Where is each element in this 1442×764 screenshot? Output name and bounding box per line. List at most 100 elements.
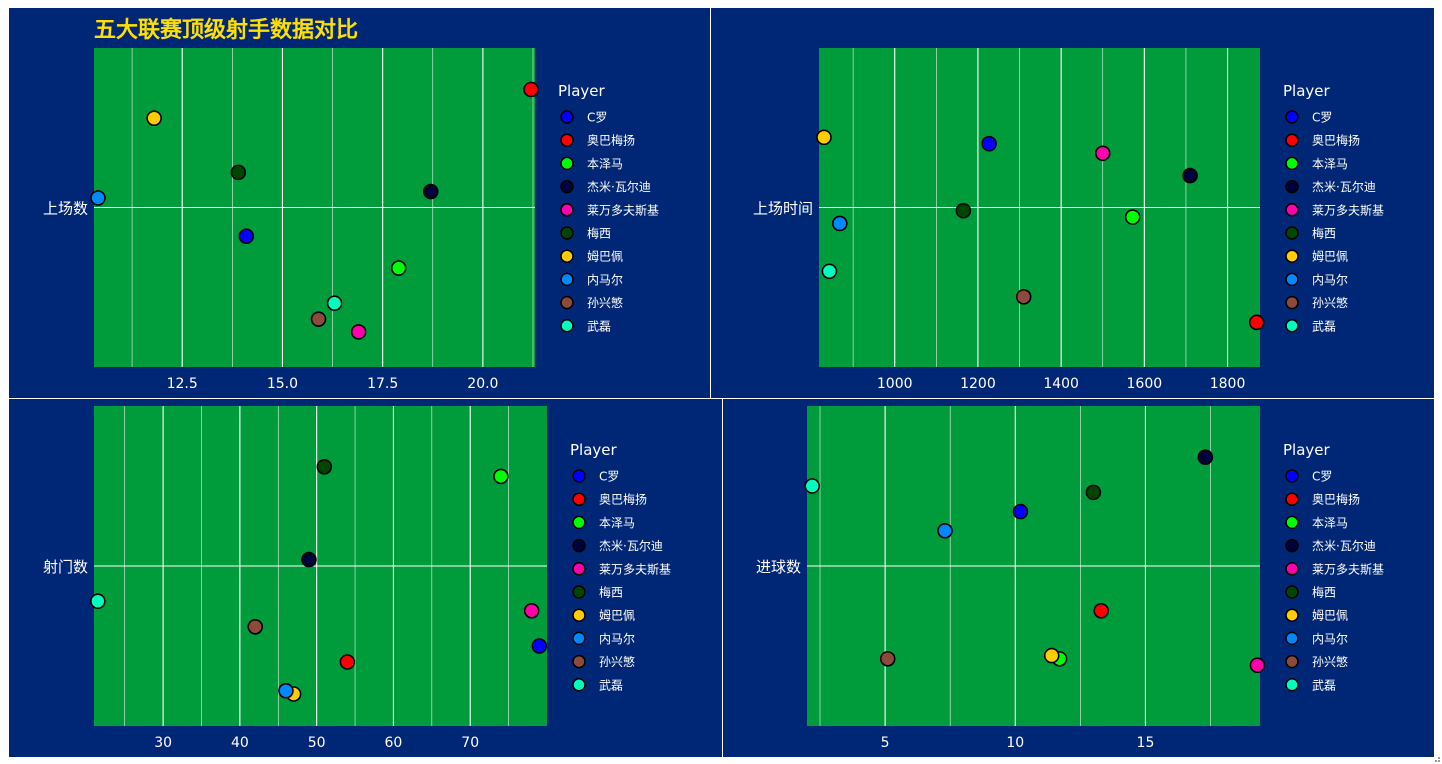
- legend-marker: [572, 631, 586, 646]
- legend-entry-label: 武磊: [1312, 319, 1336, 333]
- legend-entry-label: 奥巴梅扬: [1312, 133, 1360, 148]
- x-tick-label: 15: [1137, 735, 1155, 751]
- legend-entry-label: 莱万多夫斯基: [587, 203, 659, 217]
- legend-entry-label: 莱万多夫斯基: [1312, 203, 1384, 217]
- y-axis-label: 进球数: [756, 558, 801, 576]
- legend-entry-label: 武磊: [587, 319, 611, 333]
- legend-title: Player: [1283, 82, 1331, 100]
- x-tick-label: 15.0: [267, 376, 298, 392]
- legend-entry-label: 梅西: [1312, 226, 1336, 241]
- data-point: 武磊: [326, 295, 343, 312]
- frame-right: [1434, 0, 1442, 764]
- legend-title: Player: [1283, 441, 1331, 459]
- legend-marker: [560, 272, 574, 287]
- legend-entry-label: 梅西: [587, 226, 611, 241]
- data-point: 姆巴佩: [1043, 647, 1060, 664]
- legend-marker: [572, 654, 586, 669]
- legend-entry-label: 内马尔: [587, 272, 623, 287]
- data-point: 梅西: [230, 164, 247, 181]
- y-axis-label: 上场数: [43, 200, 88, 218]
- legend-marker: [1285, 562, 1299, 576]
- x-tick-label: 10: [1006, 735, 1024, 751]
- data-point: 莱万多夫斯基: [1094, 145, 1111, 162]
- legend-marker: [1285, 492, 1299, 506]
- legend-marker: [1285, 654, 1299, 669]
- x-tick-label: 70: [461, 735, 479, 751]
- data-point: 孙兴慜: [879, 650, 896, 667]
- data-point: 武磊: [90, 593, 106, 610]
- data-point: 杰米·瓦尔迪: [1182, 167, 1198, 184]
- legend-marker: [1285, 156, 1299, 171]
- divider-vertical-top: [710, 8, 711, 398]
- legend-entry-label: 武磊: [599, 678, 623, 692]
- legend-marker: [1285, 515, 1299, 530]
- data-point: 奥巴梅扬: [1093, 602, 1109, 619]
- legend-entry-label: 杰米·瓦尔迪: [1312, 179, 1376, 194]
- legend-entry-label: 孙兴慜: [587, 295, 623, 310]
- data-point: 孙兴慜: [1015, 289, 1032, 305]
- scatter-panel-3: 30 40 50 60 70射门数C罗奥巴梅扬本泽马杰米·瓦尔迪莱万多夫斯基梅西姆巴佩内…: [43, 406, 671, 751]
- data-point: 内马尔: [90, 190, 106, 206]
- data-point: 梅西: [316, 458, 333, 475]
- legend-marker: [560, 249, 574, 263]
- legend-marker: [1285, 538, 1299, 553]
- legend-entry-label: 姆巴佩: [1312, 250, 1348, 264]
- legend-entry-label: 内马尔: [1312, 631, 1348, 646]
- data-point: C罗: [981, 135, 997, 152]
- legend-entry-label: 奥巴梅扬: [599, 492, 647, 507]
- data-point: 莱万多夫斯基: [523, 602, 540, 619]
- legend-entry-label: 本泽马: [1312, 516, 1348, 530]
- data-point: 奥巴梅扬: [339, 654, 356, 670]
- frame-left: [0, 0, 9, 764]
- data-point: 姆巴佩: [146, 110, 162, 126]
- resize-grip-icon[interactable]: [1435, 757, 1440, 762]
- legend-entry-label: 本泽马: [1312, 157, 1348, 171]
- legend-marker: [1285, 133, 1299, 147]
- data-point: 内马尔: [832, 215, 848, 232]
- data-point: 内马尔: [278, 682, 294, 699]
- legend-marker: [572, 492, 586, 506]
- legend-entry-label: C罗: [1312, 470, 1332, 484]
- grip-dot: [1438, 760, 1440, 762]
- x-tick-label: 5: [881, 735, 890, 751]
- scatter-panel-2: 1000 1200 1400 1600 1800上场时间C罗奥巴梅扬本泽马杰米·瓦尔迪莱…: [753, 48, 1384, 392]
- data-point: 本泽马: [1124, 209, 1141, 225]
- legend-entry-label: 梅西: [1312, 585, 1336, 600]
- legend-entry-label: 莱万多夫斯基: [599, 562, 671, 576]
- x-tick-label: 30: [154, 735, 172, 751]
- legend-marker: [1285, 608, 1299, 622]
- x-tick-label: 20.0: [467, 376, 498, 392]
- data-point: 本泽马: [493, 468, 509, 485]
- data-point: 莱万多夫斯基: [1249, 657, 1266, 674]
- legend-entry-label: 莱万多夫斯基: [1312, 562, 1384, 576]
- legend-marker: [1285, 469, 1299, 483]
- legend-marker: [1285, 319, 1299, 333]
- legend-marker: [1285, 226, 1299, 240]
- grip-dot: [1435, 760, 1437, 762]
- divider-horizontal: [9, 398, 1434, 399]
- legend-entry-label: 本泽马: [599, 516, 635, 530]
- x-tick-label: 1400: [1043, 376, 1079, 392]
- data-point: 杰米·瓦尔迪: [301, 551, 317, 568]
- y-axis-label: 上场时间: [753, 200, 813, 218]
- legend-entry-label: 孙兴慜: [1312, 295, 1348, 310]
- legend-marker: [1285, 631, 1299, 646]
- legend-marker: [1285, 678, 1299, 692]
- legend-marker: [560, 156, 574, 171]
- legend-entry-label: 内马尔: [1312, 272, 1348, 287]
- legend-marker: [560, 110, 574, 124]
- legend-entry-label: 本泽马: [587, 157, 623, 171]
- data-point: C罗: [531, 638, 548, 654]
- legend-marker: [572, 515, 586, 530]
- data-point: 梅西: [1085, 484, 1102, 501]
- legend-entry-label: 孙兴慜: [599, 654, 635, 669]
- legend-marker: [560, 179, 574, 194]
- legend-marker: [572, 678, 586, 692]
- legend-marker: [560, 133, 574, 147]
- data-point: 孙兴慜: [247, 618, 264, 635]
- dashboard-title: 五大联赛顶级射手数据对比: [94, 17, 358, 43]
